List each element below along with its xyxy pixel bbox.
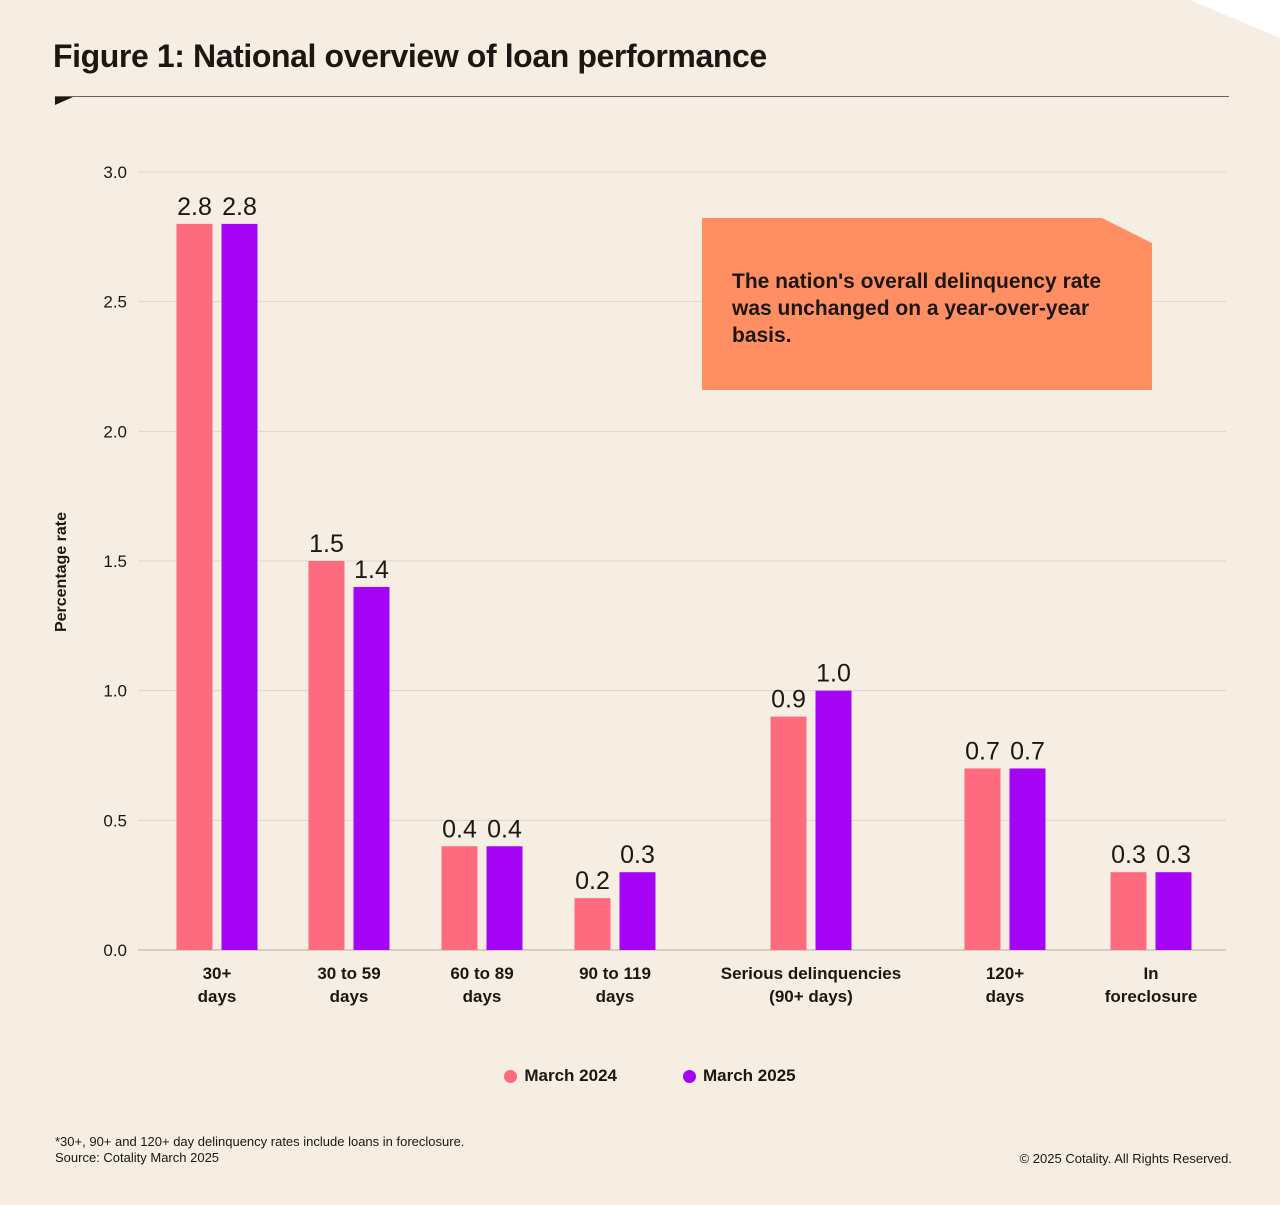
x-tick-label: Serious delinquencies (721, 964, 901, 983)
data-label-1-2: 1.5 (309, 530, 344, 558)
bar-2-2 (353, 586, 390, 950)
data-label-1-6: 0.7 (965, 737, 1000, 765)
footnote-note: *30+, 90+ and 120+ day delinquency rates… (55, 1134, 465, 1149)
legend-swatch-series-2 (683, 1069, 696, 1083)
bar-1-1 (176, 223, 213, 950)
callout-text: The nation's overall delinquency rate wa… (732, 270, 1102, 347)
data-label-2-7: 0.3 (1156, 841, 1191, 869)
data-label-2-5: 1.0 (816, 660, 851, 688)
bar-2-4 (619, 872, 656, 950)
data-label-2-3: 0.4 (487, 815, 522, 843)
bar-2-6 (1009, 768, 1046, 950)
x-tick-label: days (330, 987, 369, 1006)
x-tick-label: days (986, 987, 1025, 1006)
y-tick-label: 0.0 (103, 941, 127, 960)
callout-box: The nation's overall delinquency rate wa… (702, 218, 1152, 390)
y-tick-label: 1.5 (103, 552, 127, 571)
y-axis-label: Percentage rate (53, 511, 70, 633)
y-tick-label: 2.5 (103, 293, 127, 312)
data-label-2-1: 2.8 (222, 193, 257, 221)
title-divider (55, 96, 1229, 97)
copyright: © 2025 Cotality. All Rights Reserved. (1019, 1151, 1232, 1166)
bar-1-6 (964, 768, 1001, 950)
bar-2-5 (815, 690, 852, 950)
bar-1-3 (441, 846, 478, 950)
data-label-1-5: 0.9 (771, 686, 806, 714)
x-tick-label: (90+ days) (769, 987, 853, 1006)
x-tick-label: days (463, 987, 502, 1006)
bar-2-3 (486, 846, 523, 950)
bar-2-1 (221, 223, 258, 950)
legend-swatch-series-1 (504, 1069, 518, 1083)
footnote: *30+, 90+ and 120+ day delinquency rates… (55, 1134, 464, 1166)
legend: March 2024 March 2025 (0, 1066, 1280, 1086)
x-tick-label: 60 to 89 (450, 964, 513, 983)
data-label-2-6: 0.7 (1010, 737, 1045, 765)
legend-item-series-1: March 2024 (484, 1066, 617, 1086)
data-label-2-4: 0.3 (620, 841, 655, 869)
y-tick-label: 3.0 (103, 163, 127, 182)
bar-1-7 (1110, 872, 1147, 950)
footnote-source: Source: Cotality March 2025 (55, 1150, 220, 1165)
y-tick-label: 1.0 (103, 682, 127, 701)
y-tick-label: 2.0 (103, 422, 127, 441)
bar-1-4 (574, 898, 611, 950)
x-tick-label: 30 to 59 (317, 964, 380, 983)
data-label-1-1: 2.8 (177, 193, 212, 221)
x-tick-label: foreclosure (1105, 987, 1198, 1006)
x-tick-label: In (1143, 964, 1158, 983)
bar-1-5 (770, 716, 807, 950)
chart-title: Figure 1: National overview of loan perf… (53, 38, 767, 74)
legend-label-series-1: March 2024 (524, 1066, 617, 1085)
x-tick-label: 30+ (203, 964, 232, 983)
legend-label-series-2: March 2025 (703, 1066, 796, 1085)
x-tick-label: days (596, 987, 635, 1006)
data-label-1-4: 0.2 (575, 867, 610, 895)
legend-item-series-2: March 2025 (663, 1066, 796, 1086)
x-tick-label: 90 to 119 (579, 964, 651, 983)
bar-chart: 0.0 0.5 1.0 1.5 2.0 2.5 3.0 2.8 1.5 0.4 0.2 0.9 0.7 0… (103, 163, 1226, 1006)
y-tick-label: 0.5 (103, 811, 127, 830)
data-label-2-2: 1.4 (354, 556, 389, 584)
x-tick-label: days (198, 987, 237, 1006)
title-divider-mark (55, 97, 73, 105)
bar-2-7 (1155, 872, 1192, 950)
x-tick-label: 120+ (986, 964, 1024, 983)
corner-decoration (1190, 0, 1280, 38)
bar-1-2 (308, 561, 345, 950)
data-label-1-3: 0.4 (442, 815, 477, 843)
data-label-1-7: 0.3 (1111, 841, 1146, 869)
